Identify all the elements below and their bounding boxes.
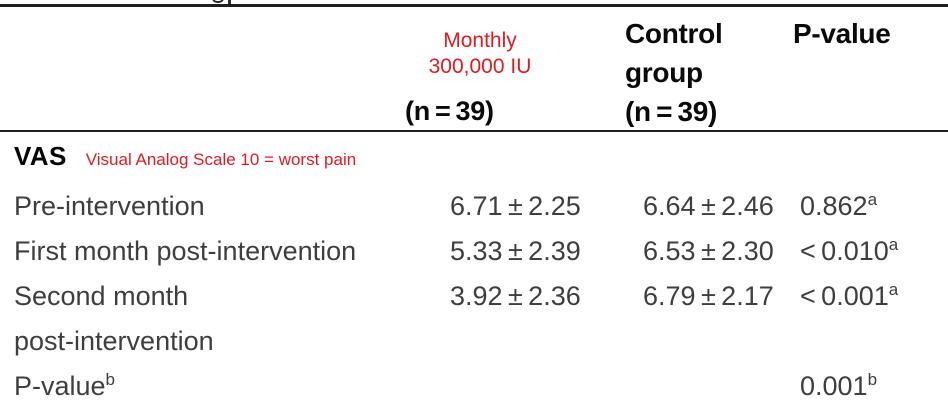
row-label-superscript: b bbox=[105, 370, 116, 389]
pvalue-superscript: a bbox=[888, 280, 899, 299]
treatment-header-red-text: Monthly 300,000 IU bbox=[405, 28, 555, 80]
pvalue-cell: < 0.001a bbox=[790, 274, 948, 364]
control-header-n: (n = 39) bbox=[625, 96, 718, 127]
treatment-column-header: Monthly 300,000 IU (n = 39) bbox=[405, 14, 625, 131]
control-value-cell: 6.79 ± 2.17 bbox=[643, 281, 774, 311]
header-divider-rule bbox=[0, 130, 948, 132]
treatment-value-cell bbox=[405, 364, 625, 409]
pvalue-superscript: b bbox=[867, 370, 878, 389]
row-label-cell: P-valueb bbox=[0, 364, 405, 409]
table-top-rule bbox=[0, 4, 948, 7]
pvalue-cell: < 0.010a bbox=[790, 229, 948, 274]
row-label-cell: First month post-intervention bbox=[0, 229, 405, 274]
treatment-value-cell: 3.92 ± 2.36 bbox=[450, 281, 581, 311]
row-label: Second month bbox=[14, 281, 189, 311]
header-label-column-spacer bbox=[0, 14, 405, 131]
pvalue-text: < 0.001 bbox=[800, 281, 889, 311]
treatment-header-line1: Monthly bbox=[443, 29, 517, 52]
table-row: First month post-intervention 5.33 ± 2.3… bbox=[0, 229, 948, 274]
control-column-header: Control group (n = 39) bbox=[625, 14, 790, 131]
table-body: Pre-intervention 6.71 ± 2.25 6.64 ± 2.46… bbox=[0, 184, 948, 409]
table-row: P-valueb 0.001b bbox=[0, 364, 948, 409]
control-value-cell: 6.64 ± 2.46 bbox=[643, 191, 774, 221]
treatment-header-n: (n = 39) bbox=[405, 96, 494, 126]
row-label-cell: Pre-intervention bbox=[0, 184, 405, 229]
row-label: Pre-intervention bbox=[14, 191, 205, 221]
clipped-glyph-fragment bbox=[212, 0, 224, 3]
pvalue-text: < 0.010 bbox=[800, 236, 889, 266]
control-header-line2: group bbox=[625, 57, 703, 88]
pvalue-cell: 0.001b bbox=[790, 364, 948, 409]
pvalue-text: 0.001 bbox=[800, 371, 868, 401]
control-value-cell: 6.53 ± 2.30 bbox=[643, 236, 774, 266]
control-header-line1: Control bbox=[625, 18, 723, 49]
section-note: Visual Analog Scale 10 = worst pain bbox=[85, 150, 357, 169]
treatment-header-line2: 300,000 IU bbox=[428, 55, 532, 78]
clipped-caption-fragment bbox=[212, 0, 238, 4]
section-label: VAS bbox=[14, 141, 67, 171]
control-value-cell bbox=[625, 364, 790, 409]
section-row-vas: VAS Visual Analog Scale 10 = worst pain bbox=[14, 137, 356, 180]
table-row: Pre-intervention 6.71 ± 2.25 6.64 ± 2.46… bbox=[0, 184, 948, 229]
pvalue-cell: 0.862a bbox=[790, 184, 948, 229]
pvalue-column-header: P-value bbox=[790, 14, 948, 131]
row-label: P-value bbox=[14, 371, 106, 401]
clipped-glyph-fragment bbox=[228, 0, 231, 4]
pvalue-superscript: a bbox=[888, 235, 899, 254]
table-row: Second month post-intervention 3.92 ± 2.… bbox=[0, 274, 948, 364]
pvalue-text: 0.862 bbox=[800, 191, 868, 221]
treatment-value-cell: 6.71 ± 2.25 bbox=[450, 191, 581, 221]
row-label-line2: post-intervention bbox=[14, 326, 214, 356]
treatment-value-cell: 5.33 ± 2.39 bbox=[450, 236, 581, 266]
row-label-cell: Second month post-intervention bbox=[0, 274, 405, 364]
table-header-row: Monthly 300,000 IU (n = 39) Control grou… bbox=[0, 14, 948, 131]
pvalue-superscript: a bbox=[867, 190, 878, 209]
row-label: First month post-intervention bbox=[14, 236, 357, 266]
pvalue-header-label: P-value bbox=[793, 18, 891, 49]
